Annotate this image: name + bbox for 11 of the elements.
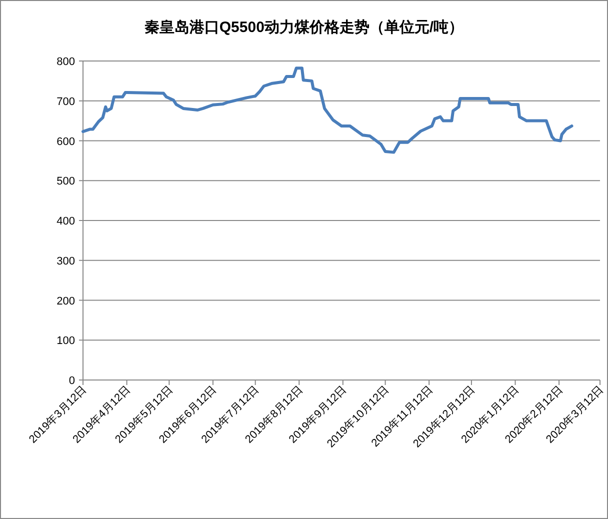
y-tick-label: 700 [56,96,75,108]
y-tick-label: 500 [56,176,75,188]
y-tick-label: 0 [68,375,75,387]
y-tick-label: 200 [56,295,75,308]
line-series [82,66,574,154]
y-tick-label: 400 [56,216,75,228]
chart-title: 秦皇岛港口Q5500动力煤价格走势（单位元/吨） [144,19,464,36]
y-tick-label: 600 [56,136,75,148]
y-tick-label: 300 [56,255,75,268]
y-tick-label: 100 [56,335,75,348]
y-tick-label: 800 [56,56,75,68]
